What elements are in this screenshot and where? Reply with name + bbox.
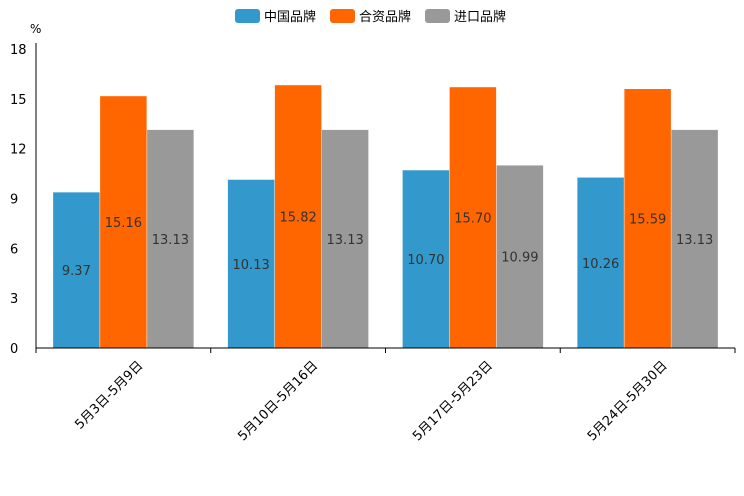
- bar-data-label: 10.13: [233, 258, 270, 273]
- x-category-label: 5月3日-5月9日: [72, 358, 146, 432]
- bar-data-label: 15.82: [280, 211, 317, 226]
- legend: 中国品牌 合资品牌 进口品牌: [235, 9, 506, 25]
- y-axis-unit-label: %: [30, 22, 41, 36]
- legend-item[interactable]: 合资品牌: [330, 9, 411, 25]
- x-axis: 5月3日-5月9日 5月10日-5月16日 5月17日-5月23日 5月24日-5月3…: [35, 347, 736, 444]
- bar-data-label: 10.26: [582, 257, 619, 272]
- y-tick-label: 12: [10, 143, 27, 158]
- bars-group: 9.37 15.16 13.13 10.13 15.82 13.13 10.70 15.70 1…: [53, 85, 718, 348]
- bar-data-label: 15.16: [105, 216, 142, 231]
- y-tick-label: 6: [10, 242, 18, 257]
- bar: [227, 179, 275, 348]
- legend-label: 中国品牌: [264, 9, 316, 25]
- legend-swatch: [235, 9, 260, 23]
- legend-item[interactable]: 进口品牌: [425, 9, 506, 25]
- bar-data-label: 13.13: [327, 233, 364, 248]
- bar-data-label: 13.13: [676, 233, 713, 248]
- bar: [577, 177, 624, 348]
- y-axis: 0 3 6 9 12 15 18: [10, 43, 37, 357]
- legend-item[interactable]: 中国品牌: [235, 9, 316, 25]
- bar-data-label: 10.99: [501, 251, 538, 266]
- x-category-label: 5月17日-5月23日: [410, 358, 496, 444]
- legend-label: 合资品牌: [359, 9, 411, 25]
- y-tick-label: 15: [10, 93, 27, 108]
- bar-data-label: 10.70: [407, 253, 444, 268]
- bar: [321, 129, 369, 348]
- bar: [671, 129, 718, 348]
- bar: [100, 96, 147, 348]
- bar-data-label: 13.13: [152, 233, 189, 248]
- bar-data-label: 15.70: [454, 212, 491, 227]
- y-tick-label: 0: [10, 342, 18, 357]
- legend-swatch: [425, 9, 450, 23]
- bar: [53, 192, 100, 348]
- x-category-label: 5月10日-5月16日: [235, 358, 321, 444]
- y-tick-label: 9: [10, 193, 18, 208]
- bar-data-label: 15.59: [629, 213, 666, 228]
- bar: [147, 129, 194, 348]
- legend-label: 进口品牌: [454, 9, 506, 25]
- bar: [274, 85, 322, 348]
- y-tick-label: 3: [10, 292, 18, 307]
- bar: [449, 87, 497, 348]
- bar-data-label: 9.37: [62, 264, 91, 279]
- bar: [624, 89, 671, 348]
- y-tick-label: 18: [10, 43, 27, 58]
- legend-swatch: [330, 9, 355, 23]
- bar: [402, 170, 450, 348]
- x-category-label: 5月24日-5月30日: [585, 358, 671, 444]
- bar: [496, 165, 544, 348]
